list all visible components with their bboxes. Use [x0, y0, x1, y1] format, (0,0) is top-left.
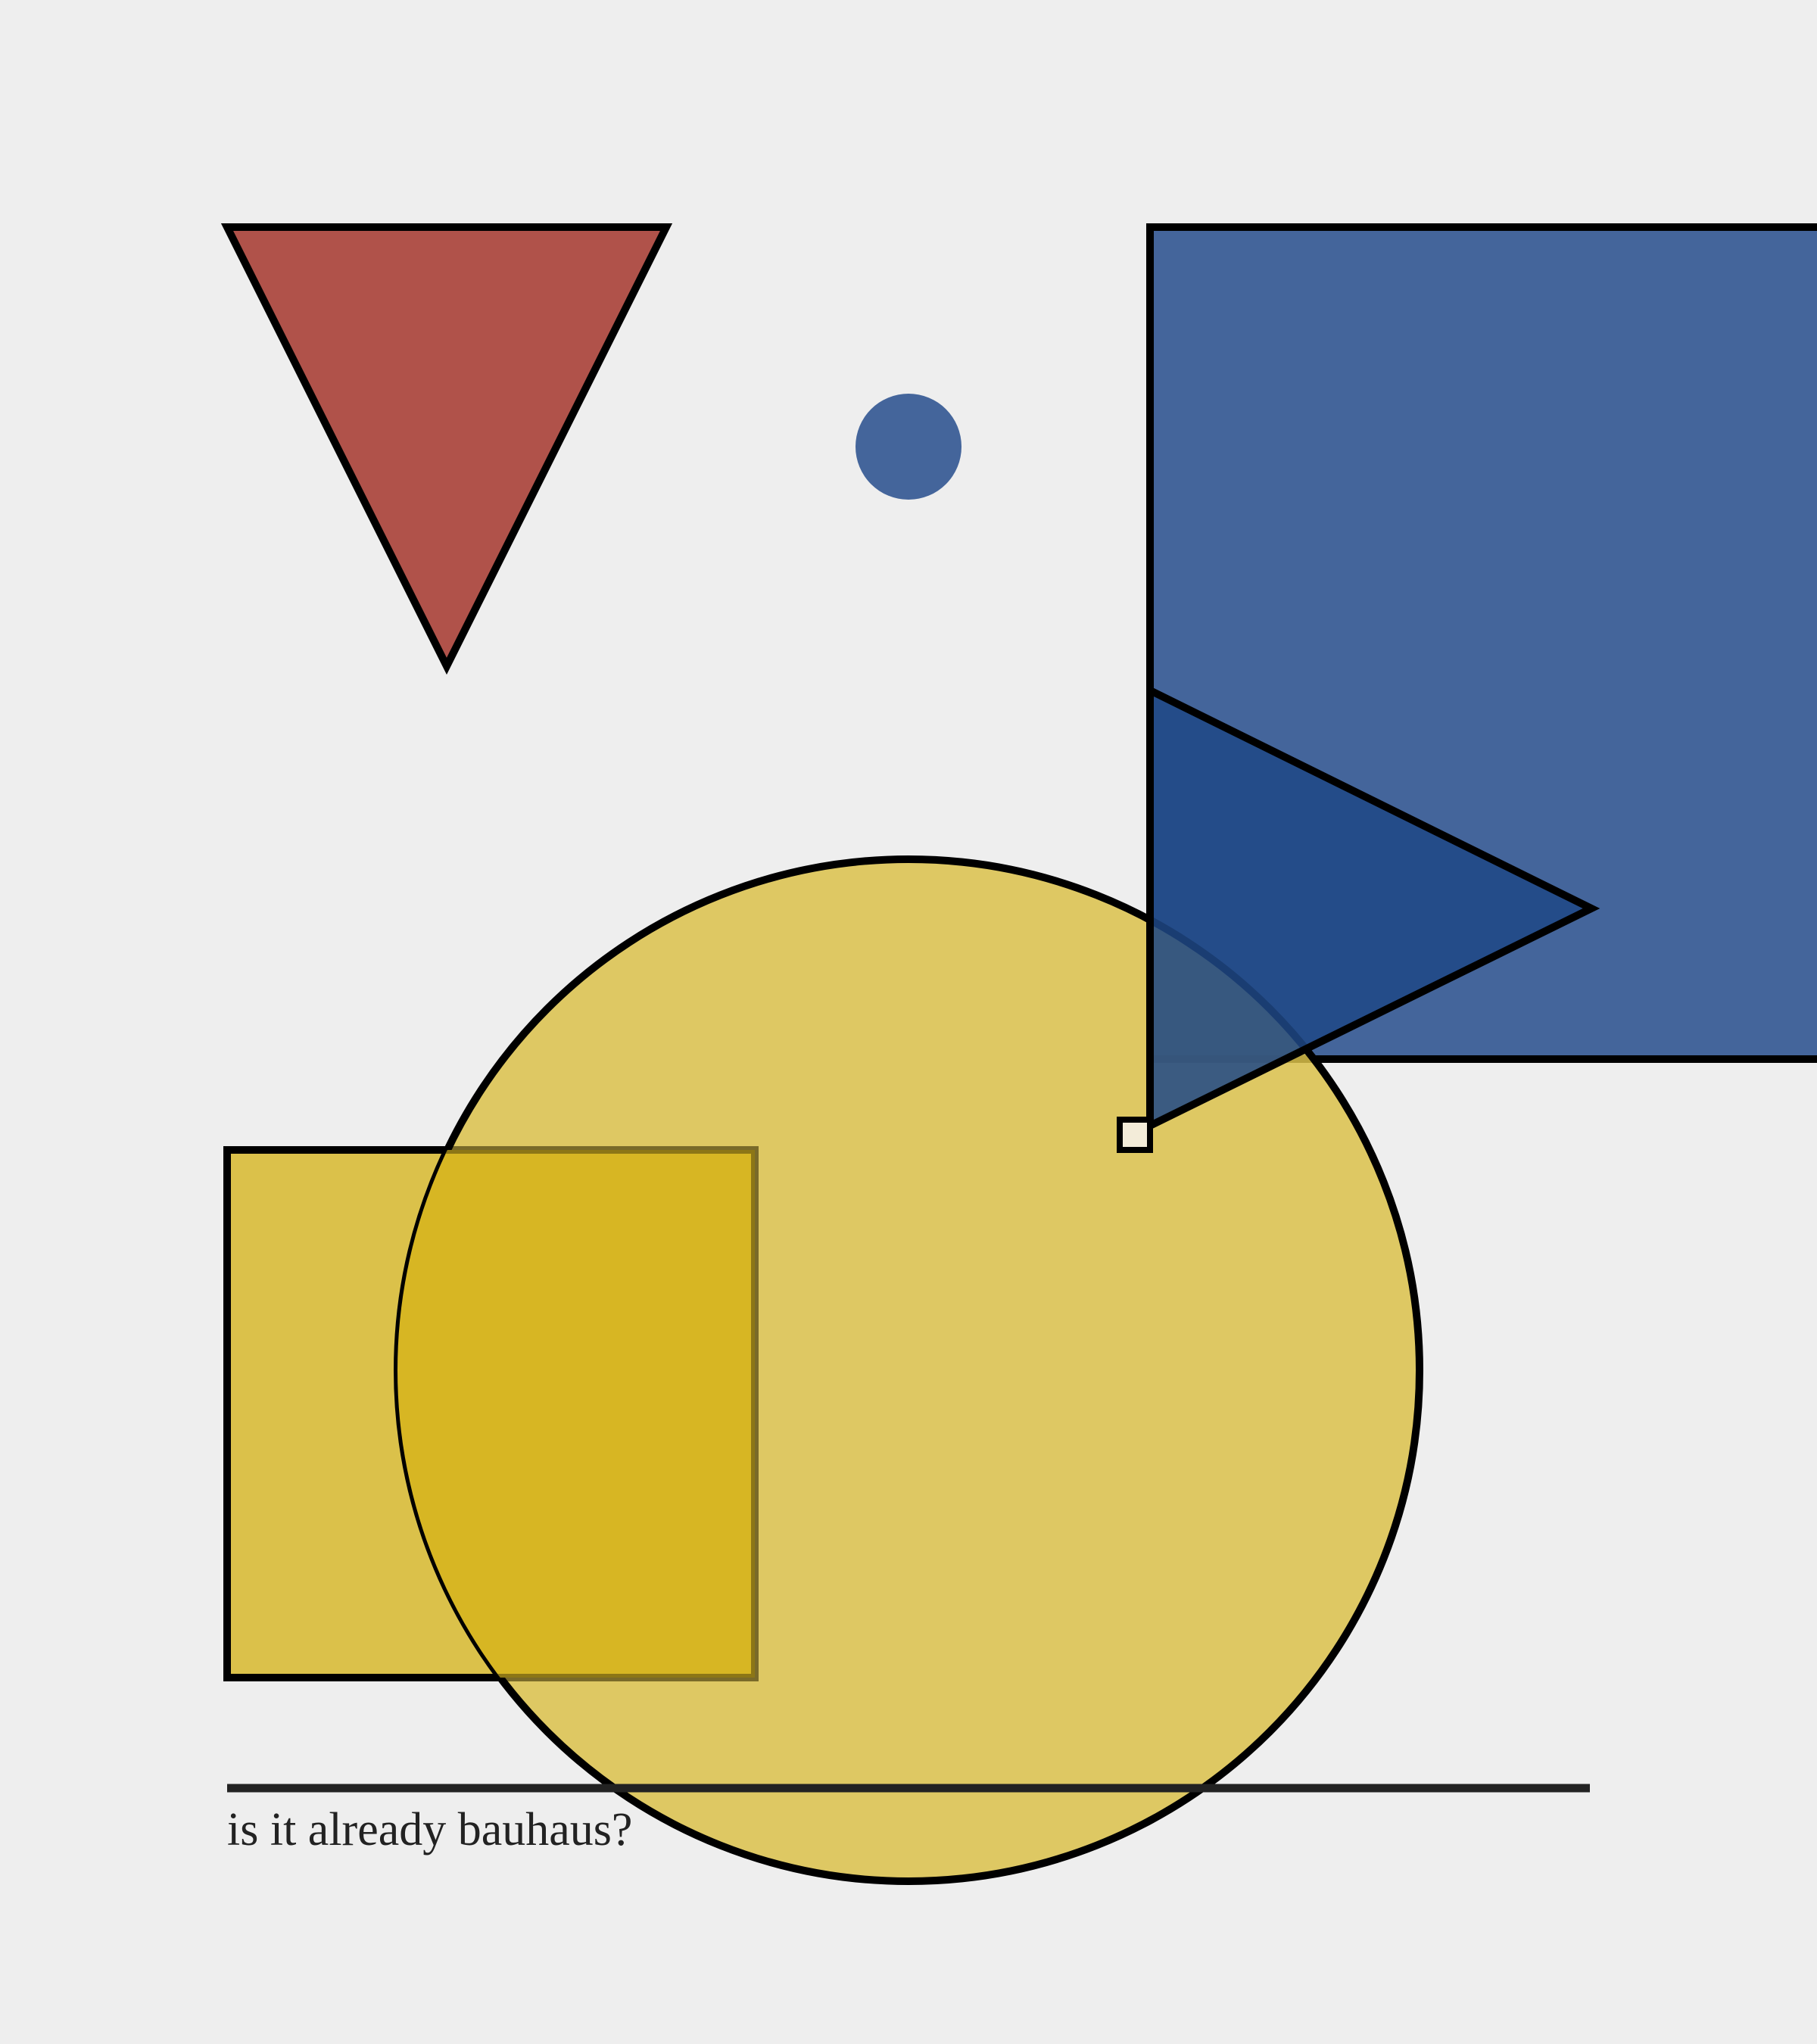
dark-blue-triangle — [1146, 684, 1600, 1133]
small-blue-circle — [856, 394, 961, 500]
red-inverted-triangle — [220, 223, 673, 675]
poster-caption: is it already bauhaus? — [227, 1804, 633, 1855]
small-cream-square — [1117, 1117, 1153, 1153]
